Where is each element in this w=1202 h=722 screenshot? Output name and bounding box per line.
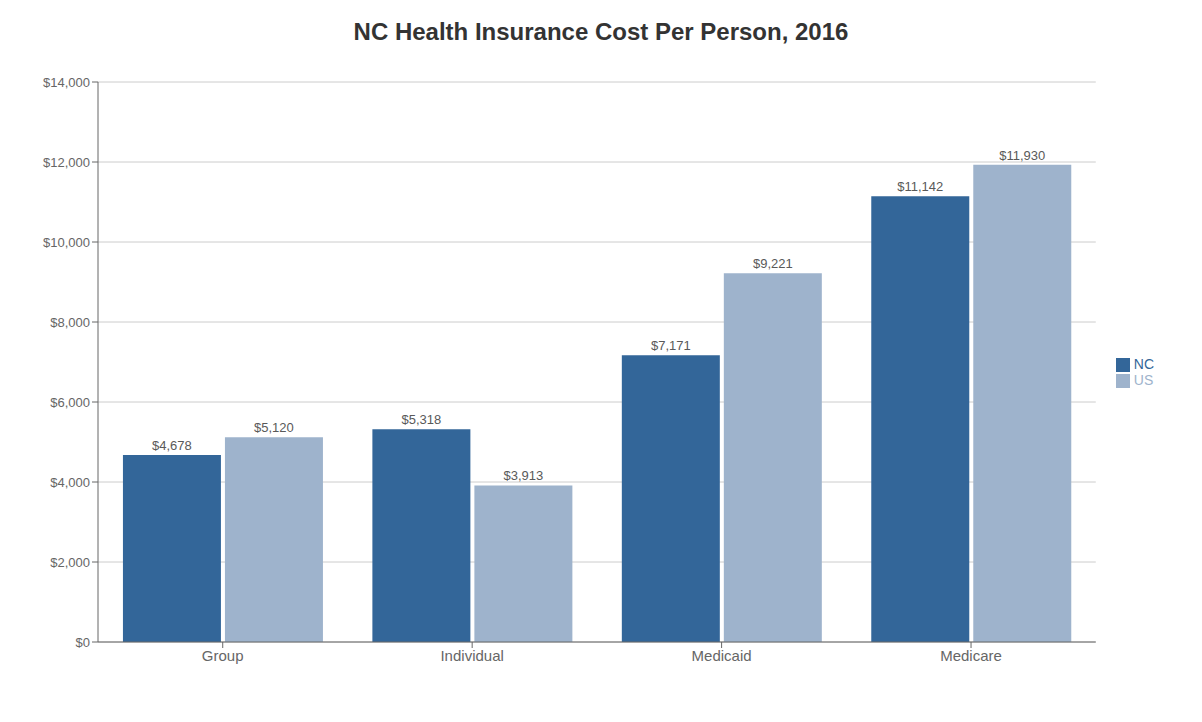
svg-text:$0: $0	[76, 635, 90, 650]
svg-text:$4,000: $4,000	[50, 475, 90, 490]
svg-text:Individual: Individual	[440, 647, 503, 664]
svg-text:$11,142: $11,142	[897, 179, 943, 194]
svg-text:$12,000: $12,000	[43, 155, 90, 170]
svg-text:$11,930: $11,930	[999, 148, 1045, 163]
svg-text:$14,000: $14,000	[43, 75, 90, 90]
svg-text:Medicare: Medicare	[940, 647, 1002, 664]
svg-text:$4,678: $4,678	[152, 438, 192, 453]
svg-text:$9,221: $9,221	[753, 256, 793, 271]
svg-text:$8,000: $8,000	[50, 315, 90, 330]
svg-text:$6,000: $6,000	[50, 395, 90, 410]
svg-text:$5,120: $5,120	[254, 420, 294, 435]
html-text:US: US	[1133, 372, 1154, 388]
html-text:NC: NC	[1133, 355, 1154, 372]
svg-text:$2,000: $2,000	[50, 555, 90, 570]
svg-text:Medicaid: Medicaid	[692, 647, 752, 664]
html-text:NC Health Insurance Cost Per P: NC Health Insurance Cost Per Person, 201…	[353, 18, 849, 45]
svg-text:$10,000: $10,000	[43, 235, 90, 250]
svg-text:$5,318: $5,318	[402, 412, 442, 427]
svg-text:$7,171: $7,171	[651, 338, 691, 353]
svg-text:$3,913: $3,913	[504, 468, 544, 483]
svg-text:Group: Group	[202, 647, 244, 664]
